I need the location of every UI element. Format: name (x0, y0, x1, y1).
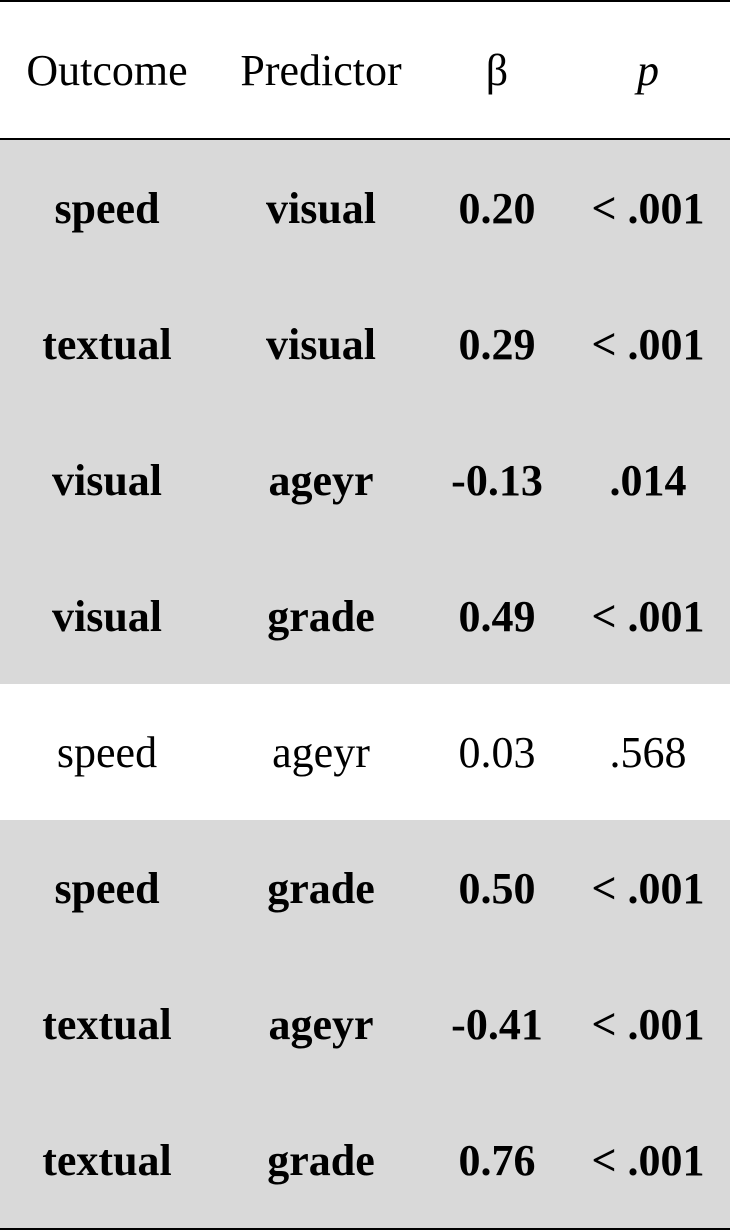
table-row: visual ageyr -0.13 .014 (0, 412, 730, 548)
cell-outcome: visual (51, 455, 163, 505)
table-row: speed grade 0.50 < .001 (0, 820, 730, 956)
cell-outcome: speed (54, 183, 160, 233)
cell-p: < .001 (591, 999, 705, 1049)
cell-outcome: textual (42, 999, 172, 1049)
header-row: Outcome Predictor β p (0, 1, 730, 140)
cell-outcome: speed (54, 863, 160, 913)
table-row: textual grade 0.76 < .001 (0, 1092, 730, 1229)
cell-p: < .001 (591, 591, 705, 641)
header-predictor: Predictor (214, 1, 428, 140)
cell-predictor: ageyr (268, 455, 374, 505)
cell-beta: 0.49 (458, 591, 536, 641)
cell-predictor: ageyr (272, 727, 370, 777)
cell-predictor: ageyr (268, 999, 374, 1049)
header-beta: β (428, 1, 566, 140)
header-outcome: Outcome (0, 1, 214, 140)
table-row: visual grade 0.49 < .001 (0, 548, 730, 684)
cell-outcome: textual (42, 1135, 172, 1185)
cell-beta: 0.03 (458, 727, 536, 777)
cell-outcome: speed (56, 727, 158, 777)
cell-predictor: grade (267, 591, 375, 641)
cell-beta: 0.76 (458, 1135, 536, 1185)
cell-outcome: textual (42, 319, 172, 369)
cell-predictor: visual (265, 183, 377, 233)
cell-p: .014 (609, 455, 687, 505)
table-row: textual ageyr -0.41 < .001 (0, 956, 730, 1092)
table-body: speed visual 0.20 < .001 textual visual … (0, 139, 730, 1229)
cell-p: < .001 (591, 1135, 705, 1185)
cell-p: < .001 (591, 183, 705, 233)
cell-beta: 0.29 (458, 319, 536, 369)
cell-p: < .001 (591, 863, 705, 913)
cell-beta: -0.13 (451, 455, 543, 505)
table-row: speed visual 0.20 < .001 (0, 139, 730, 276)
cell-p: .568 (609, 727, 687, 777)
table-row: speed ageyr 0.03 .568 (0, 684, 730, 820)
cell-beta: 0.20 (458, 183, 536, 233)
cell-beta: -0.41 (451, 999, 543, 1049)
cell-predictor: grade (267, 863, 375, 913)
cell-beta: 0.50 (458, 863, 536, 913)
header-p: p (566, 1, 730, 140)
cell-predictor: visual (265, 319, 377, 369)
cell-p: < .001 (591, 319, 705, 369)
table-row: textual visual 0.29 < .001 (0, 276, 730, 412)
cell-predictor: grade (267, 1135, 375, 1185)
cell-outcome: visual (51, 591, 163, 641)
